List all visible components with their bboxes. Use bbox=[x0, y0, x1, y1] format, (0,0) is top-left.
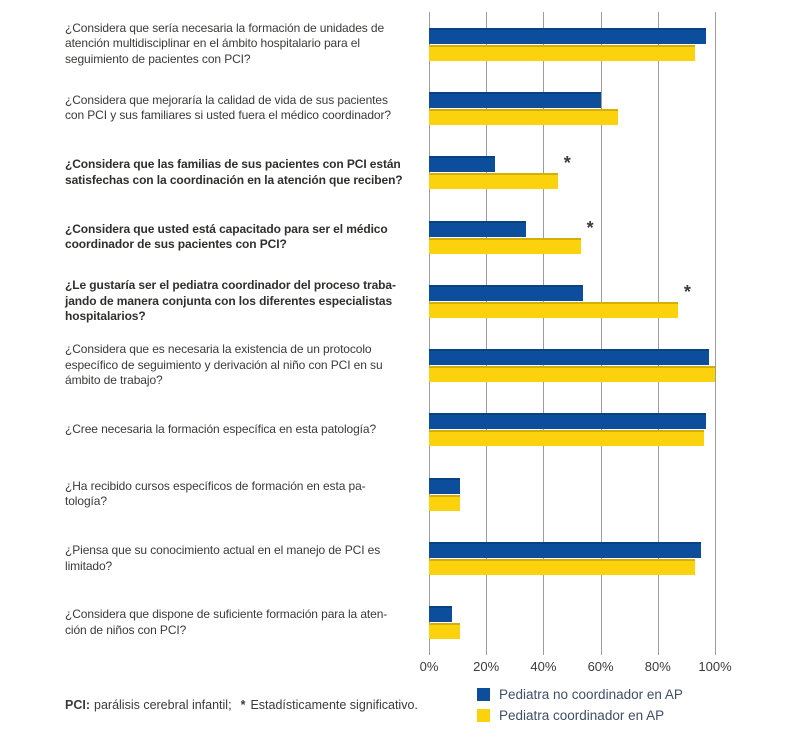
bar-pediatra-no-coordinador bbox=[429, 220, 527, 237]
chart-row: ¿Piensa que su conocimiento actual en el… bbox=[0, 526, 715, 590]
chart-row: ¿Considera que las familias de sus pacie… bbox=[0, 141, 715, 205]
gridline bbox=[657, 12, 659, 655]
bar-group: * bbox=[429, 281, 715, 318]
chart-row: ¿Le gustaría ser el pediatra coordinador… bbox=[0, 269, 715, 333]
x-tick-label: 80% bbox=[644, 659, 671, 674]
bar-pediatra-coordinador bbox=[429, 173, 558, 190]
x-tick-label: 40% bbox=[530, 659, 557, 674]
bar-group bbox=[429, 477, 715, 511]
gridline bbox=[429, 12, 430, 655]
bar-pediatra-coordinador bbox=[429, 623, 461, 640]
bar-pediatra-no-coordinador bbox=[429, 91, 601, 108]
question-label: ¿Piensa que su conocimiento actual en el… bbox=[65, 543, 381, 573]
footnote: PCI: parálisis cerebral infantil; * Estadís… bbox=[65, 698, 418, 712]
bar-pediatra-no-coordinador bbox=[429, 27, 707, 44]
x-axis: 0% 20% 40% 60% 80% 100% bbox=[420, 659, 732, 677]
question-label: ¿Considera que es necesaria la existenci… bbox=[65, 342, 383, 388]
question-label: ¿Considera que dispone de suficiente for… bbox=[65, 607, 388, 637]
question-label: ¿Ha recibido cursos específicos de forma… bbox=[65, 478, 366, 509]
x-tick-label: 60% bbox=[587, 659, 614, 674]
chart-row: ¿Considera que usted está capacitado par… bbox=[0, 205, 715, 269]
question-label: ¿Le gustaría ser el pediatra coordinador… bbox=[65, 278, 396, 324]
footnote-asterisk: * bbox=[240, 698, 246, 712]
legend-swatch-coordinador-icon bbox=[477, 709, 490, 722]
legend: Pediatra no coordinador en AP Pediatra c… bbox=[477, 687, 683, 723]
x-tick-label: 0% bbox=[419, 659, 439, 674]
chart-row: ¿Considera que sería necesaria la formac… bbox=[0, 12, 715, 76]
footnote-note: Estadísticamente significativo. bbox=[250, 698, 418, 712]
significance-asterisk: * bbox=[586, 217, 594, 238]
question-label: ¿Cree necesaria la formación específica … bbox=[65, 422, 377, 437]
bar-pediatra-no-coordinador bbox=[429, 156, 495, 173]
bar-group bbox=[429, 606, 715, 640]
bar-pediatra-coordinador bbox=[429, 237, 581, 254]
x-tick-label: 100% bbox=[698, 659, 732, 674]
legend-label-coordinador: Pediatra coordinador en AP bbox=[499, 708, 665, 723]
legend-item-no-coordinador: Pediatra no coordinador en AP bbox=[477, 687, 683, 702]
bar-group: * bbox=[429, 217, 715, 254]
bar-pediatra-no-coordinador bbox=[429, 413, 707, 430]
bar-group bbox=[429, 27, 715, 61]
bar-pediatra-coordinador bbox=[429, 559, 695, 576]
question-label: ¿Considera que sería necesaria la formac… bbox=[65, 20, 385, 66]
plot-gridlines bbox=[429, 12, 716, 655]
question-label: ¿Considera que mejoraría la calidad de v… bbox=[65, 92, 391, 123]
bar-pediatra-coordinador bbox=[429, 494, 461, 511]
bar-pediatra-coordinador bbox=[429, 44, 695, 61]
bar-group bbox=[429, 542, 715, 576]
bar-pediatra-no-coordinador bbox=[429, 349, 710, 366]
bar-group: * bbox=[429, 153, 715, 190]
bar-pediatra-no-coordinador bbox=[429, 284, 584, 301]
bar-group bbox=[429, 349, 715, 383]
bar-pediatra-coordinador bbox=[429, 301, 678, 318]
chart-row: ¿Considera que dispone de suficiente for… bbox=[0, 591, 715, 655]
bar-group bbox=[429, 413, 715, 447]
gridline bbox=[600, 12, 602, 655]
gridline bbox=[543, 12, 545, 655]
legend-item-coordinador: Pediatra coordinador en AP bbox=[477, 708, 683, 723]
footnote-definition: parálisis cerebral infantil; bbox=[94, 698, 232, 712]
chart-row: ¿Considera que mejoraría la calidad de v… bbox=[0, 76, 715, 140]
x-tick-label: 20% bbox=[473, 659, 500, 674]
bar-group bbox=[429, 91, 715, 125]
bar-pediatra-coordinador bbox=[429, 430, 704, 447]
significance-asterisk: * bbox=[563, 153, 571, 174]
chart-row: ¿Considera que es necesaria la existenci… bbox=[0, 334, 715, 398]
legend-label-no-coordinador: Pediatra no coordinador en AP bbox=[499, 687, 683, 702]
legend-swatch-no-coordinador-icon bbox=[477, 688, 490, 701]
significance-asterisk: * bbox=[683, 281, 691, 302]
chart-row: ¿Ha recibido cursos específicos de forma… bbox=[0, 462, 715, 526]
question-label: ¿Considera que las familias de sus pacie… bbox=[65, 157, 403, 187]
question-label: ¿Considera que usted está capacitado par… bbox=[65, 221, 388, 252]
chart-row: ¿Cree necesaria la formación específica … bbox=[0, 398, 715, 462]
footnote-term: PCI: bbox=[65, 698, 90, 712]
gridline bbox=[486, 12, 488, 655]
bar-pediatra-no-coordinador bbox=[429, 477, 461, 494]
chart-rows: ¿Considera que sería necesaria la formac… bbox=[0, 12, 715, 655]
bar-pediatra-coordinador bbox=[429, 108, 618, 125]
gridline bbox=[715, 12, 716, 655]
bar-pediatra-no-coordinador bbox=[429, 542, 701, 559]
bar-pediatra-coordinador bbox=[429, 366, 715, 383]
bar-pediatra-no-coordinador bbox=[429, 606, 452, 623]
